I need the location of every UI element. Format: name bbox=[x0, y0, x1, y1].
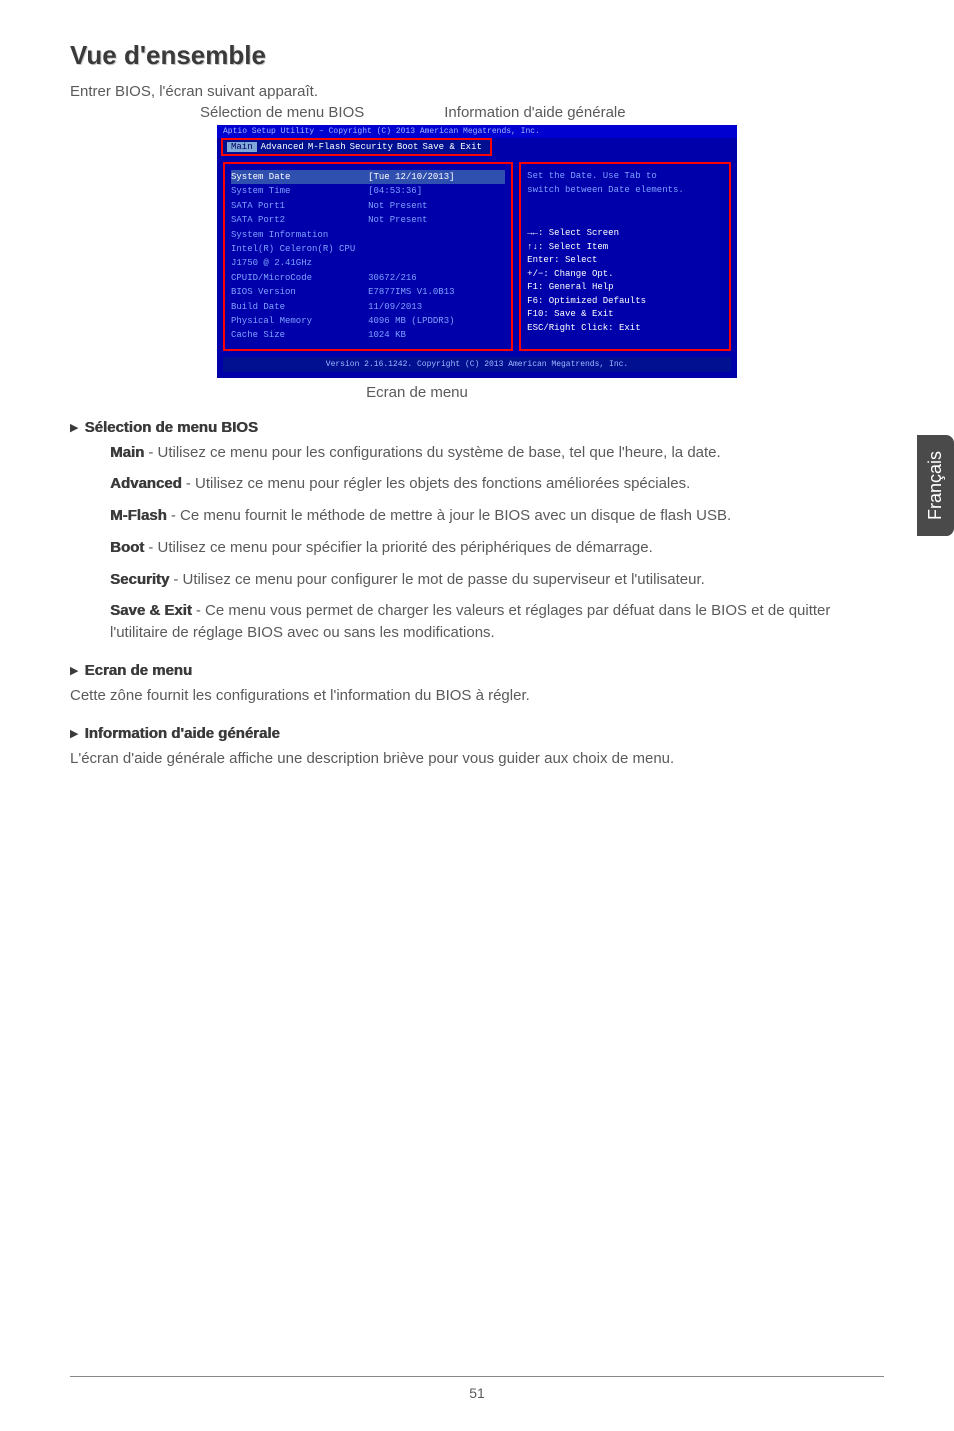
bios-nav-line: +/−: Change Opt. bbox=[527, 268, 723, 282]
bios-nav-line: ESC/Right Click: Exit bbox=[527, 322, 723, 336]
menu-item-desc: Main - Utilisez ce menu pour les configu… bbox=[110, 442, 884, 464]
intro-text: Entrer BIOS, l'écran suivant apparaît. bbox=[70, 83, 884, 100]
triangle-icon: ▶ bbox=[70, 421, 78, 434]
menu-item-desc: Security - Utilisez ce menu pour configu… bbox=[110, 569, 884, 591]
page-footer: 51 bbox=[70, 1376, 884, 1401]
bios-nav-line: F6: Optimized Defaults bbox=[527, 295, 723, 309]
bios-header: Aptio Setup Utility – Copyright (C) 2013… bbox=[217, 125, 737, 138]
bios-tab: Advanced bbox=[261, 142, 304, 152]
menu-item-desc: Save & Exit - Ce menu vous permet de cha… bbox=[110, 600, 884, 644]
screenshot-caption: Ecran de menu bbox=[0, 384, 884, 401]
bios-tab: M-Flash bbox=[308, 142, 346, 152]
menu-item-desc: M-Flash - Ce menu fournit le méthode de … bbox=[110, 505, 884, 527]
bios-tab: Boot bbox=[397, 142, 419, 152]
bios-row: System Information bbox=[231, 228, 505, 242]
bios-row: System Date[Tue 12/10/2013] bbox=[231, 170, 505, 184]
bios-nav-line: →←: Select Screen bbox=[527, 227, 723, 241]
screenshot-labels: Sélection de menu BIOS Information d'aid… bbox=[70, 104, 884, 121]
bios-help-line: Set the Date. Use Tab to bbox=[527, 170, 723, 184]
bios-row: SATA Port2Not Present bbox=[231, 213, 505, 227]
section-menu-screen: ▶Ecran de menu bbox=[70, 662, 884, 679]
bios-nav-line: F1: General Help bbox=[527, 281, 723, 295]
bios-tab: Main bbox=[227, 142, 257, 152]
label-menu-selection: Sélection de menu BIOS bbox=[200, 104, 364, 121]
label-general-help: Information d'aide générale bbox=[444, 104, 625, 121]
bios-right-panel: Set the Date. Use Tab toswitch between D… bbox=[519, 162, 731, 351]
bios-screenshot: Aptio Setup Utility – Copyright (C) 2013… bbox=[217, 125, 737, 378]
bios-row: Physical Memory4096 MB (LPDDR3) bbox=[231, 314, 505, 328]
bios-row: CPUID/MicroCode30672/216 bbox=[231, 271, 505, 285]
bios-row: BIOS VersionE7877IMS V1.0B13 bbox=[231, 285, 505, 299]
bios-nav-line: Enter: Select bbox=[527, 254, 723, 268]
bios-row: System Time[04:53:36] bbox=[231, 184, 505, 198]
bios-row: Intel(R) Celeron(R) CPU J1750 @ 2.41GHz bbox=[231, 242, 505, 271]
bios-row: Cache Size1024 KB bbox=[231, 328, 505, 342]
menu-item-desc: Advanced - Utilisez ce menu pour régler … bbox=[110, 473, 884, 495]
bios-nav-line: ↑↓: Select Item bbox=[527, 241, 723, 255]
triangle-icon: ▶ bbox=[70, 664, 78, 677]
bios-help-line: switch between Date elements. bbox=[527, 184, 723, 198]
bios-left-panel: System Date[Tue 12/10/2013]System Time[0… bbox=[223, 162, 513, 351]
general-help-desc: L'écran d'aide générale affiche une desc… bbox=[70, 748, 884, 770]
triangle-icon: ▶ bbox=[70, 727, 78, 740]
section-general-help: ▶Information d'aide générale bbox=[70, 725, 884, 742]
bios-row: Build Date11/09/2013 bbox=[231, 300, 505, 314]
bios-tabs: Main Advanced M-Flash Security BootSave & Ex… bbox=[221, 138, 492, 156]
bios-nav-line: F10: Save & Exit bbox=[527, 308, 723, 322]
section-menu-selection: ▶Sélection de menu BIOS bbox=[70, 419, 884, 436]
page-title: Vue d'ensemble bbox=[70, 40, 884, 71]
language-tab: Français bbox=[917, 435, 954, 536]
menu-screen-desc: Cette zône fournit les configurations et… bbox=[70, 685, 884, 707]
bios-footer: Version 2.16.1242. Copyright (C) 2013 Am… bbox=[223, 357, 731, 372]
bios-tab: Security bbox=[350, 142, 393, 152]
page-number: 51 bbox=[469, 1385, 485, 1401]
bios-row: SATA Port1Not Present bbox=[231, 199, 505, 213]
menu-item-desc: Boot - Utilisez ce menu pour spécifier l… bbox=[110, 537, 884, 559]
bios-tab: Save & Exit bbox=[422, 142, 481, 152]
